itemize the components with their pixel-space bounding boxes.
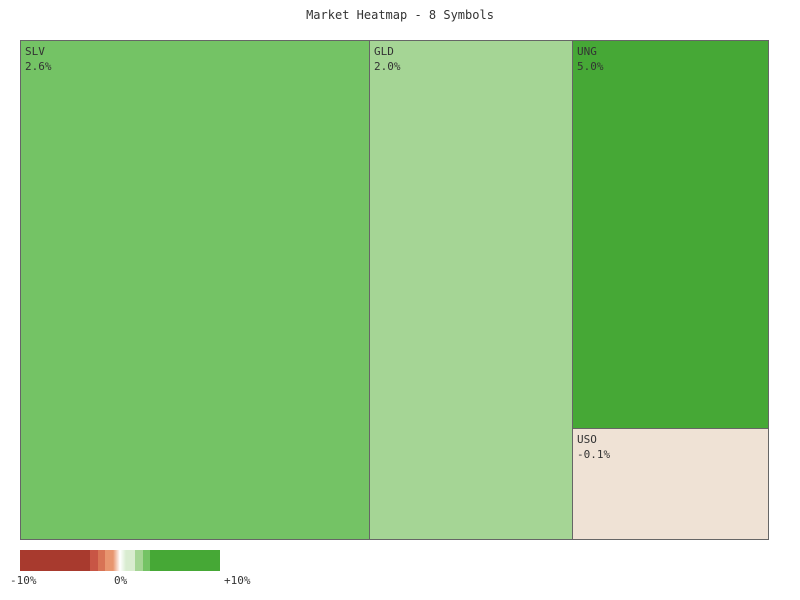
legend-segment — [105, 550, 113, 571]
tile-symbol: UNG — [577, 45, 597, 58]
color-scale-legend — [20, 550, 220, 571]
tile-change: 2.6% — [25, 60, 52, 73]
chart-title: Market Heatmap - 8 Symbols — [306, 8, 494, 22]
legend-segment — [135, 550, 143, 571]
tile-change: -0.1% — [577, 448, 611, 461]
tile-symbol: GLD — [374, 45, 394, 58]
legend-min-label: -10% — [10, 574, 37, 587]
tile-slv[interactable]: SLV 2.6% — [20, 40, 370, 540]
legend-mid-label: 0% — [114, 574, 128, 587]
treemap: SLV 2.6% GLD 2.0% UNG 5.0% USO -0.1% — [20, 40, 769, 540]
legend-segment — [98, 550, 105, 571]
legend-segment — [20, 550, 90, 571]
tile-symbol: SLV — [25, 45, 45, 58]
tile-ung[interactable]: UNG 5.0% — [572, 40, 769, 429]
tile-gld[interactable]: GLD 2.0% — [369, 40, 573, 540]
legend-segment — [120, 550, 135, 571]
legend-segment — [143, 550, 150, 571]
tile-uso[interactable]: USO -0.1% — [572, 428, 769, 540]
tile-symbol: USO — [577, 433, 597, 446]
legend-segment — [150, 550, 220, 571]
legend-segment — [90, 550, 98, 571]
tile-change: 5.0% — [577, 60, 604, 73]
legend-segment — [113, 550, 120, 571]
tile-change: 2.0% — [374, 60, 401, 73]
legend-max-label: +10% — [224, 574, 251, 587]
